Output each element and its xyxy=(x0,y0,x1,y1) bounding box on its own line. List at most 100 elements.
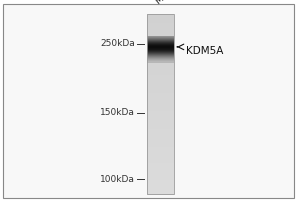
Bar xyxy=(147,27,174,30)
Bar xyxy=(147,49,174,50)
Bar xyxy=(147,21,174,24)
Bar xyxy=(147,40,174,41)
Bar xyxy=(147,58,174,59)
Bar xyxy=(147,60,174,61)
Bar xyxy=(147,53,174,54)
Bar xyxy=(147,59,174,60)
Bar xyxy=(147,138,174,141)
Bar xyxy=(147,46,174,48)
Bar xyxy=(147,90,174,93)
Bar xyxy=(147,104,174,107)
Bar xyxy=(147,57,174,58)
Bar xyxy=(147,50,174,53)
Bar xyxy=(147,102,174,105)
Bar xyxy=(147,61,174,63)
Bar xyxy=(147,54,174,55)
Bar xyxy=(147,151,174,154)
Bar xyxy=(147,99,174,102)
Bar xyxy=(147,68,174,71)
Bar xyxy=(147,41,174,44)
Bar xyxy=(147,51,174,52)
Bar xyxy=(147,51,174,52)
Bar xyxy=(147,153,174,156)
Bar xyxy=(147,60,174,62)
Bar xyxy=(147,14,174,17)
Bar xyxy=(147,185,174,188)
Bar xyxy=(147,38,174,39)
Bar xyxy=(147,70,174,73)
Bar xyxy=(147,127,174,129)
Text: KDM5A: KDM5A xyxy=(186,46,224,56)
Bar xyxy=(147,56,174,57)
Bar xyxy=(147,48,174,51)
Bar xyxy=(147,25,174,28)
Bar xyxy=(147,59,174,62)
Bar xyxy=(147,120,174,123)
Bar xyxy=(147,46,174,48)
Bar xyxy=(147,93,174,96)
Bar xyxy=(147,32,174,35)
Bar xyxy=(147,34,174,37)
Bar xyxy=(147,122,174,125)
Bar xyxy=(147,124,174,127)
Bar xyxy=(147,19,174,21)
Bar xyxy=(147,140,174,143)
Bar xyxy=(147,156,174,159)
Bar xyxy=(147,43,174,44)
Bar xyxy=(147,47,174,49)
Bar xyxy=(147,178,174,181)
Bar xyxy=(147,54,174,55)
Bar xyxy=(147,16,174,19)
Bar xyxy=(147,187,174,190)
Bar xyxy=(147,48,174,50)
Bar xyxy=(147,113,174,116)
Bar xyxy=(147,54,174,57)
Bar xyxy=(147,55,174,56)
Bar xyxy=(147,171,174,174)
Bar xyxy=(147,30,174,33)
Bar xyxy=(147,136,174,138)
Bar xyxy=(147,106,174,109)
Bar xyxy=(147,82,174,84)
Bar xyxy=(147,72,174,75)
Bar xyxy=(147,174,174,177)
Text: 250kDa: 250kDa xyxy=(100,40,135,48)
Bar xyxy=(147,48,174,49)
Bar xyxy=(147,180,174,183)
Bar xyxy=(147,160,174,163)
Bar xyxy=(147,131,174,134)
Bar xyxy=(147,66,174,69)
Bar xyxy=(147,108,174,111)
Bar xyxy=(147,162,174,165)
Text: 100kDa: 100kDa xyxy=(100,174,135,184)
Bar xyxy=(147,147,174,150)
Text: Mouse lung: Mouse lung xyxy=(155,0,200,6)
Bar xyxy=(147,37,174,38)
Bar xyxy=(147,117,174,120)
Bar xyxy=(147,36,174,39)
Bar xyxy=(147,129,174,132)
Bar xyxy=(147,88,174,91)
Bar xyxy=(147,55,174,56)
Bar xyxy=(147,23,174,26)
Bar xyxy=(147,57,174,58)
Bar xyxy=(147,95,174,98)
Bar xyxy=(147,149,174,152)
Bar xyxy=(147,52,174,53)
Bar xyxy=(147,46,174,47)
Bar xyxy=(147,36,174,37)
Bar xyxy=(147,44,174,45)
Bar xyxy=(147,59,174,61)
Bar xyxy=(147,144,174,147)
Bar xyxy=(147,167,174,170)
Bar xyxy=(147,50,174,51)
Bar xyxy=(147,158,174,161)
Bar xyxy=(147,41,174,42)
Bar xyxy=(147,43,174,44)
Bar xyxy=(147,56,174,57)
Bar xyxy=(147,37,174,38)
Bar xyxy=(147,86,174,89)
Bar xyxy=(147,52,174,55)
Bar xyxy=(147,133,174,136)
Bar xyxy=(147,169,174,172)
